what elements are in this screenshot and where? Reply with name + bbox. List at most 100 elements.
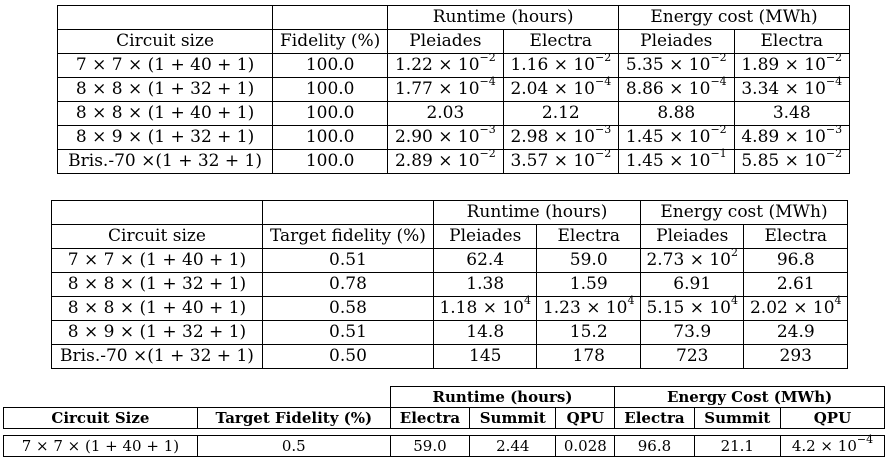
runtime-group-header: Runtime (hours) [432, 200, 641, 225]
fidelity-cell: 100.0 [272, 77, 389, 102]
circuit-size-cell: 7 × 7 × (1 + 40 + 1) [51, 248, 263, 273]
runtime-electra-cell: 2.12 [502, 101, 620, 126]
value-mantissa: 2.12 [541, 103, 580, 123]
runtime-electra-cell: 15.2 [536, 320, 641, 345]
energy-pleiades-cell: 8.88 [618, 101, 735, 126]
col-header-runtime-electra: Electra [536, 224, 641, 249]
runtime-electra-cell: 2.98 × 10−3 [502, 124, 620, 150]
value-mantissa: 3.34 × 10 [741, 79, 826, 99]
spacer-row [3, 428, 885, 436]
table-row: 8 × 8 × (1 + 32 + 1) 100.0 1.77 × 10−4 2.04… [56, 75, 850, 102]
value-exponent: −2 [594, 147, 612, 161]
runtime-pleiades-cell: 2.03 [387, 101, 504, 126]
runtime-electra-cell: 2.04 × 10−4 [502, 75, 620, 102]
circuit-size-cell: Bris.-70 ×(1 + 32 + 1) [56, 149, 274, 174]
fidelity-cell: 100.0 [272, 149, 389, 174]
col-header-energy-qpu: QPU [779, 407, 886, 429]
value-mantissa: 2.02 × 10 [749, 298, 835, 318]
runtime-pleiades-cell: 1.77 × 10−4 [387, 75, 504, 102]
runtime-group-header: Runtime (hours) [387, 5, 620, 30]
runtime-summit-cell: 2.44 [469, 435, 557, 457]
table-row: Bris.-70 ×(1 + 32 + 1) 100.0 2.89 × 10−2 3.… [56, 147, 850, 174]
fidelity-cell: 100.0 [272, 101, 389, 126]
col-header-circuit-size: Circuit Size [3, 407, 198, 429]
fidelity-cell: 0.78 [261, 272, 434, 297]
fidelity-cell: 0.51 [261, 248, 434, 273]
value-exponent: −2 [710, 123, 727, 137]
table-row: 8 × 8 × (1 + 40 + 1) 0.58 1.18 × 104 1.23 ×… [51, 294, 848, 321]
col-header-fidelity: Fidelity (%) [272, 29, 389, 54]
column-header-row: Circuit size Fidelity (%) Pleiades Elect… [56, 29, 850, 54]
col-header-energy-pleiades: Pleiades [618, 29, 735, 54]
runtime-electra-cell: 59.0 [536, 248, 641, 273]
col-header-runtime-pleiades: Pleiades [432, 224, 538, 249]
group-header-row: Runtime (hours) Energy Cost (MWh) [3, 386, 885, 408]
circuit-size-cell: 8 × 8 × (1 + 40 + 1) [51, 296, 263, 321]
runtime-pleiades-cell: 2.89 × 10−2 [387, 148, 504, 174]
col-header-energy-electra: Electra [733, 29, 850, 54]
energy-pleiades-cell: 5.15 × 104 [639, 295, 745, 321]
value-mantissa: 2.89 × 10 [394, 151, 480, 171]
value-exponent: 4 [834, 294, 842, 308]
value-mantissa: 1.16 × 10 [510, 55, 595, 75]
value-mantissa: 4.89 × 10 [741, 127, 826, 147]
table-row: 8 × 8 × (1 + 40 + 1) 100.0 2.03 2.12 8.88 3.4… [56, 101, 850, 126]
value-mantissa: 2.04 × 10 [510, 79, 595, 99]
value-exponent: −2 [594, 51, 612, 65]
fidelity-cell: 0.58 [261, 296, 434, 321]
runtime-electra-cell: 59.0 [389, 435, 471, 457]
column-header-row: Circuit size Target fidelity (%) Pleiade… [51, 224, 848, 249]
value-mantissa: 3.48 [772, 103, 811, 123]
col-header-energy-electra: Electra [614, 407, 695, 429]
energy-electra-cell: 24.9 [743, 320, 848, 345]
value-mantissa: 62.4 [466, 250, 505, 270]
value-exponent: −3 [479, 123, 496, 137]
empty-header-cell [56, 5, 274, 30]
value-exponent: −4 [479, 75, 496, 89]
circuit-size-cell: 7 × 7 × (1 + 40 + 1) [56, 53, 274, 78]
runtime-pleiades-cell: 2.90 × 10−3 [387, 123, 504, 150]
runtime-electra-cell: 3.57 × 10−2 [502, 147, 620, 174]
circuit-size-cell: 8 × 9 × (1 + 32 + 1) [51, 320, 263, 345]
value-mantissa: 293 [779, 346, 812, 366]
value-exponent: 4 [627, 294, 635, 308]
value-exponent: −4 [594, 75, 612, 89]
energy-pleiades-cell: 723 [639, 344, 745, 369]
empty-header-cell [51, 200, 263, 225]
value-exponent: 2 [731, 246, 738, 260]
value-mantissa: 24.9 [776, 322, 815, 342]
value-exponent: −1 [710, 147, 727, 161]
energy-electra-cell: 4.89 × 10−3 [733, 124, 850, 150]
empty-header-cell [272, 5, 389, 30]
value-mantissa: 4.2 × 10 [791, 437, 857, 455]
group-header-row: Runtime (hours) Energy cost (MWh) [56, 5, 850, 30]
circuit-size-cell: 8 × 8 × (1 + 32 + 1) [56, 77, 274, 102]
col-header-target-fidelity: Target fidelity (%) [261, 224, 434, 249]
value-exponent: 4 [524, 294, 531, 308]
table-row: 7 × 7 × (1 + 40 + 1) 100.0 1.22 × 10−2 1.16… [56, 51, 850, 78]
group-header-row: Runtime (hours) Energy cost (MWh) [51, 200, 849, 225]
empty-header-cell [3, 386, 198, 408]
value-mantissa: 8.86 × 10 [625, 79, 711, 99]
table-row: 7 × 7 × (1 + 40 + 1) 0.5 59.0 2.44 0.028… [3, 434, 886, 457]
col-header-runtime-summit: Summit [469, 407, 557, 429]
energy-pleiades-cell: 1.45 × 10−2 [618, 123, 735, 150]
value-mantissa: 178 [572, 346, 605, 366]
col-header-circuit-size: Circuit size [51, 224, 263, 249]
value-mantissa: 1.45 × 10 [625, 127, 711, 147]
runtime-qpu-cell: 0.028 [555, 435, 616, 457]
value-mantissa: 1.89 × 10 [741, 55, 826, 75]
energy-group-header: Energy Cost (MWh) [614, 386, 885, 408]
value-mantissa: 145 [469, 346, 502, 366]
table-row: 8 × 9 × (1 + 32 + 1) 100.0 2.90 × 10−3 2.98… [56, 123, 850, 150]
empty-header-cell [261, 200, 434, 225]
col-header-runtime-electra: Electra [502, 29, 620, 54]
energy-group-header: Energy cost (MWh) [618, 5, 850, 30]
value-mantissa: 1.59 [569, 274, 608, 294]
runtime-electra-cell: 1.59 [536, 272, 641, 297]
column-header-row: Circuit Size Target Fidelity (%) Electra… [3, 407, 886, 429]
fidelity-cell: 0.5 [196, 435, 391, 457]
col-header-runtime-pleiades: Pleiades [387, 29, 504, 54]
value-mantissa: 2.73 × 10 [646, 250, 731, 270]
table-row: Bris.-70 ×(1 + 32 + 1) 0.50 145 178 723 293 [51, 344, 848, 369]
